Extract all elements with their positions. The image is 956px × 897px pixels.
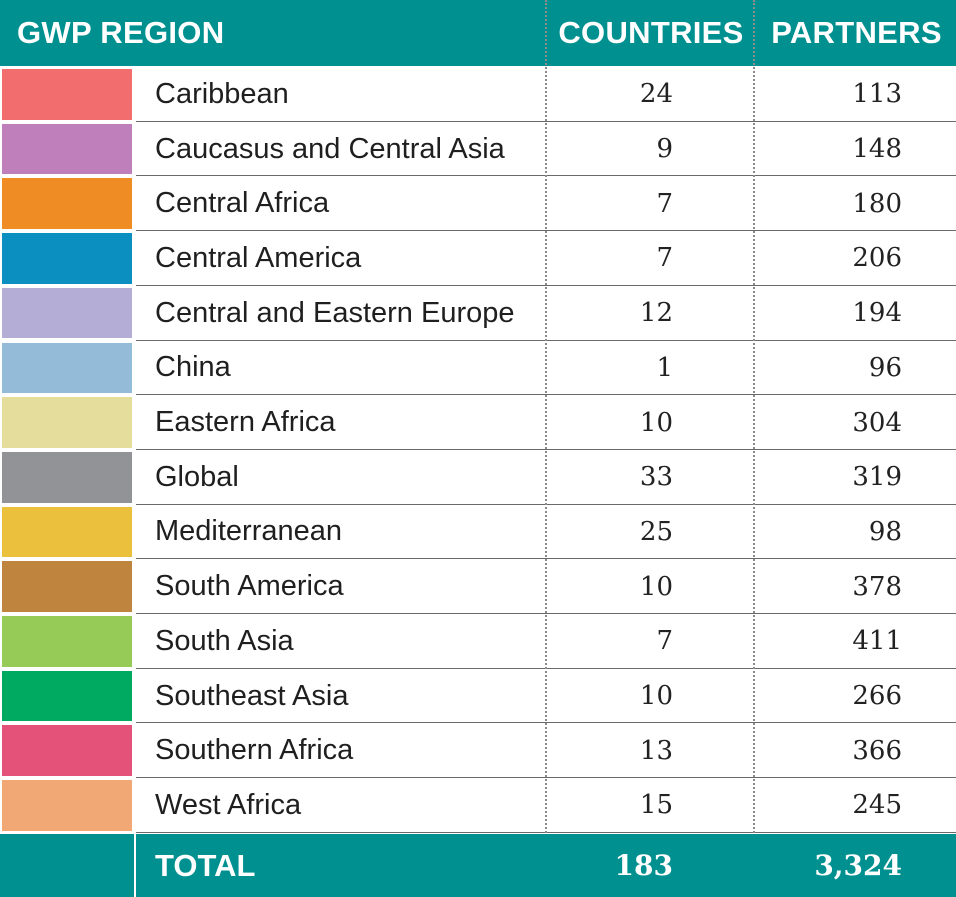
total-countries: 183 xyxy=(614,849,673,882)
partners-value: 266 xyxy=(852,681,902,712)
table-row: Central Africa 7 180 xyxy=(0,176,956,231)
partners-value: 194 xyxy=(852,298,902,329)
countries-value: 13 xyxy=(639,735,673,766)
table-row: Central and Eastern Europe 12 194 xyxy=(0,286,956,341)
total-row: TOTAL 183 3,324 xyxy=(0,834,956,897)
partners-value: 304 xyxy=(852,407,902,438)
region-name: Central Africa xyxy=(155,187,330,220)
countries-column-header: COUNTRIES xyxy=(558,15,744,50)
countries-value: 33 xyxy=(639,462,673,493)
region-color-swatch xyxy=(2,780,132,831)
countries-value: 7 xyxy=(656,243,673,274)
table-row: Caucasus and Central Asia 9 148 xyxy=(0,122,956,177)
countries-value: 25 xyxy=(639,516,673,547)
partners-value: 366 xyxy=(852,735,902,766)
partners-value: 113 xyxy=(852,79,902,110)
region-name: Central and Eastern Europe xyxy=(155,296,515,329)
partners-value: 378 xyxy=(852,571,902,602)
region-name: Global xyxy=(155,460,239,493)
partners-value: 96 xyxy=(868,352,902,383)
table-header: GWP REGION COUNTRIES PARTNERS xyxy=(0,0,956,66)
table-row: Global 33 319 xyxy=(0,450,956,505)
partners-value: 245 xyxy=(852,790,902,821)
region-color-swatch xyxy=(2,616,132,667)
table-row: Southeast Asia 10 266 xyxy=(0,669,956,724)
table-row: South Asia 7 411 xyxy=(0,614,956,669)
region-column-header: GWP REGION xyxy=(17,15,225,50)
region-name: Mediterranean xyxy=(155,515,342,548)
region-name: South America xyxy=(155,570,344,603)
column-divider xyxy=(753,0,755,897)
region-color-swatch xyxy=(2,287,132,339)
partners-value: 180 xyxy=(852,188,902,219)
partners-column-header: PARTNERS xyxy=(771,15,942,50)
table-row: Central America 7 206 xyxy=(0,231,956,286)
total-label: TOTAL xyxy=(155,847,256,883)
table-row: Southern Africa 13 366 xyxy=(0,723,956,778)
countries-value: 10 xyxy=(639,407,673,438)
countries-value: 10 xyxy=(639,681,673,712)
region-color-swatch xyxy=(2,123,132,175)
region-color-swatch xyxy=(2,451,132,503)
table-row: China 1 96 xyxy=(0,341,956,396)
countries-value: 10 xyxy=(639,571,673,602)
region-name: South Asia xyxy=(155,624,294,657)
region-name: Southeast Asia xyxy=(155,679,349,712)
region-color-swatch xyxy=(2,506,132,558)
region-name: Caribbean xyxy=(155,77,289,110)
region-name: Eastern Africa xyxy=(155,406,336,439)
table-row: Caribbean 24 113 xyxy=(0,67,956,122)
total-divider xyxy=(134,834,136,897)
region-name: China xyxy=(155,351,231,384)
region-color-swatch xyxy=(2,561,132,612)
countries-value: 7 xyxy=(656,188,673,219)
table-row: Mediterranean 25 98 xyxy=(0,505,956,560)
region-color-swatch xyxy=(2,342,132,394)
table-row: Eastern Africa 10 304 xyxy=(0,395,956,450)
total-partners: 3,324 xyxy=(814,849,902,882)
table-row: South America 10 378 xyxy=(0,559,956,614)
region-color-swatch xyxy=(2,397,132,448)
region-name: Caucasus and Central Asia xyxy=(155,132,505,165)
countries-value: 9 xyxy=(656,134,673,165)
partners-value: 206 xyxy=(852,243,902,274)
region-color-swatch xyxy=(2,178,132,230)
countries-value: 24 xyxy=(639,79,673,110)
partners-value: 411 xyxy=(852,626,902,657)
table-row: West Africa 15 245 xyxy=(0,778,956,833)
countries-value: 12 xyxy=(639,298,673,329)
region-name: West Africa xyxy=(155,788,302,821)
partners-value: 319 xyxy=(852,462,902,493)
region-color-swatch xyxy=(2,725,132,777)
countries-value: 15 xyxy=(639,790,673,821)
region-name: Central America xyxy=(155,241,362,274)
region-color-swatch xyxy=(2,233,132,284)
countries-value: 7 xyxy=(656,626,673,657)
partners-value: 148 xyxy=(852,134,902,165)
column-divider xyxy=(545,0,547,897)
region-color-swatch xyxy=(2,670,132,722)
partners-value: 98 xyxy=(868,516,902,547)
countries-value: 1 xyxy=(656,352,673,383)
region-color-swatch xyxy=(2,69,132,120)
region-name: Southern Africa xyxy=(155,734,354,767)
